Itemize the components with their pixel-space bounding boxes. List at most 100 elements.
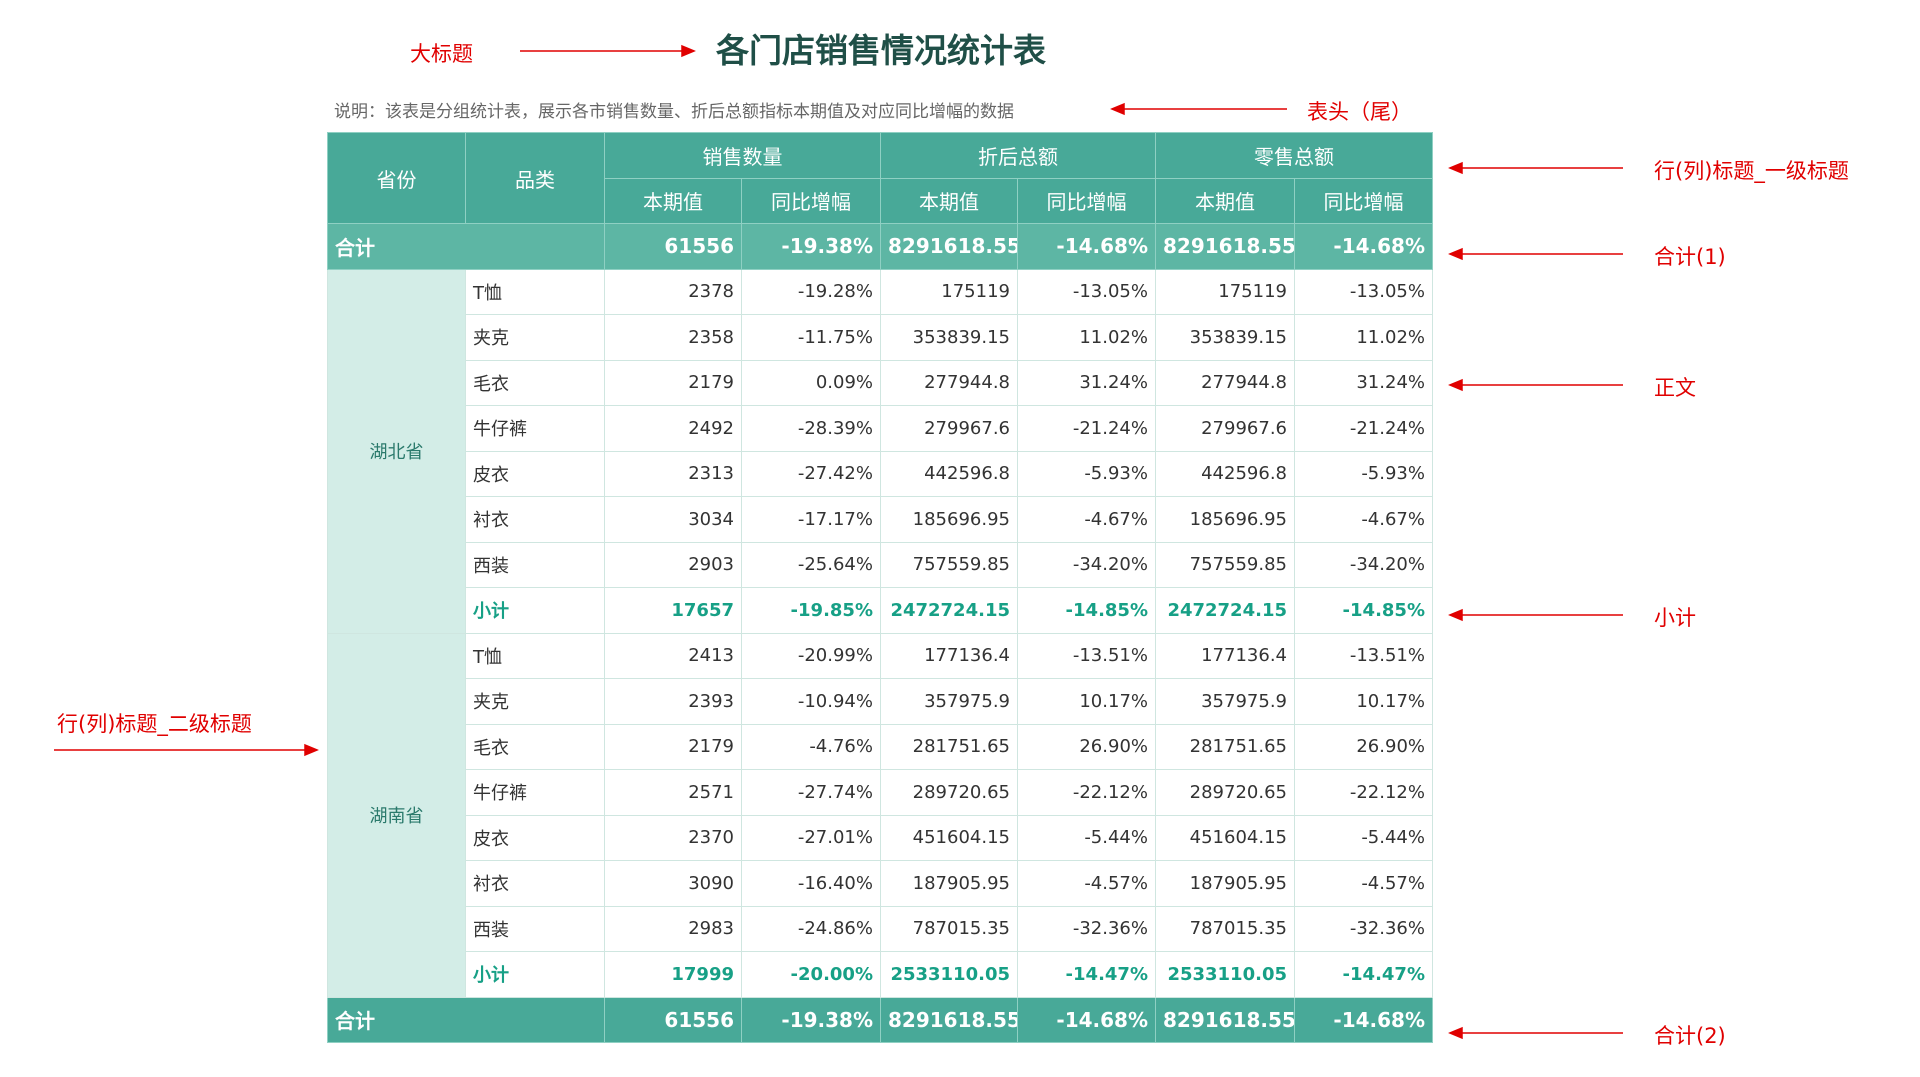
stats-table: 省份 品类 销售数量 折后总额 零售总额 本期值 同比增幅 本期值 同比增幅 本期值 同比增幅 合计 6… [327, 132, 1433, 1043]
data-row: 西装 2903 -25.64% 757559.85 -34.20% 757559.85 -3… [328, 541, 1433, 588]
value-cell: 279967.6 [880, 405, 1018, 452]
value-cell: 2179 [604, 723, 742, 770]
value-cell: 17657 [604, 587, 742, 634]
value-cell: 757559.85 [1155, 541, 1295, 588]
arrow-head [1448, 1026, 1463, 1040]
category-cell: 牛仔裤 [465, 405, 605, 452]
value-cell: 289720.65 [1155, 769, 1295, 816]
data-row: 衬衣 3034 -17.17% 185696.95 -4.67% 185696.95 -4.… [328, 496, 1433, 543]
note: 说明：该表是分组统计表，展示各市销售数量、折后总额指标本期值及对应同比增幅的数据 [334, 102, 1014, 122]
value-cell: 3090 [604, 860, 742, 907]
value-cell: 2179 [604, 359, 742, 406]
data-row: 湖南省 T恤 2413 -20.99% 177136.4 -13.51% 177136.4-… [327, 632, 1433, 998]
category-cell: T恤 [465, 268, 605, 315]
value-cell: 10.17% [1017, 678, 1156, 725]
value-cell: -25.64% [741, 541, 881, 588]
value-cell: -22.12% [1017, 769, 1156, 816]
value-cell: 61556 [604, 996, 742, 1043]
value-cell: 185696.95 [880, 496, 1018, 543]
value-cell: 187905.95 [1155, 860, 1295, 907]
value-cell: 2472724.15 [880, 587, 1018, 634]
value-cell: -4.57% [1294, 860, 1433, 907]
value-cell: -14.47% [1017, 951, 1156, 998]
arrow-head [681, 44, 696, 58]
value-cell: -17.17% [741, 496, 881, 543]
value-cell: 0.09% [741, 359, 881, 406]
total-label: 合计 [327, 223, 605, 270]
value-cell: 2358 [604, 314, 742, 361]
category-cell: 毛衣 [465, 359, 605, 406]
value-cell: -10.94% [741, 678, 881, 725]
data-row: 牛仔裤 2571 -27.74% 289720.65 -22.12% 289720.65-… [328, 769, 1433, 816]
value-cell: 353839.15 [880, 314, 1018, 361]
value-cell: 177136.4 [1155, 632, 1295, 679]
annotation: 大标题 [410, 42, 473, 66]
value-cell: 2370 [604, 814, 742, 861]
value-cell: 2472724.15 [1155, 587, 1295, 634]
value-cell: 281751.65 [1155, 723, 1295, 770]
value-cell: 2492 [604, 405, 742, 452]
value-cell: 11.02% [1294, 314, 1433, 361]
province-cell: 湖南省 [327, 632, 466, 998]
annotation: 合计(1) [1654, 245, 1726, 269]
data-row: 湖北省 T恤 2378 -19.28% 175119 -13.05% 175119 -13.0… [327, 268, 1433, 634]
arrow-head [1448, 608, 1463, 622]
value-cell: 2983 [604, 905, 742, 952]
value-cell: -13.05% [1017, 268, 1156, 315]
header-row: 省份 品类 销售数量 折后总额 零售总额 [327, 132, 1433, 224]
value-cell: 177136.4 [880, 632, 1018, 679]
total-label: 合计 [327, 996, 605, 1043]
category-cell: 衬衣 [465, 860, 605, 907]
group-header: 折后总额 [880, 132, 1156, 179]
value-cell: -27.74% [741, 769, 881, 816]
data-row: 皮衣 2313 -27.42% 442596.8 -5.93% 442596.8 -5.93… [328, 450, 1433, 497]
value-cell: -4.57% [1017, 860, 1156, 907]
category-cell: 夹克 [465, 678, 605, 725]
column-header: 品类 [465, 132, 605, 224]
annotation: 表头（尾） [1307, 100, 1412, 124]
value-cell: -21.24% [1294, 405, 1433, 452]
value-cell: 281751.65 [880, 723, 1018, 770]
value-cell: -14.68% [1294, 996, 1433, 1043]
value-cell: -34.20% [1294, 541, 1433, 588]
value-cell: 8291618.55 [1155, 223, 1295, 270]
value-cell: 357975.9 [1155, 678, 1295, 725]
total-row: 合计 61556 -19.38% 8291618.55 -14.68% 8291618.5… [327, 223, 1433, 270]
value-cell: 2533110.05 [880, 951, 1018, 998]
category-cell: 毛衣 [465, 723, 605, 770]
value-cell: 2313 [604, 450, 742, 497]
value-cell: 279967.6 [1155, 405, 1295, 452]
data-row: 皮衣 2370 -27.01% 451604.15 -5.44% 451604.15 -5.… [328, 814, 1433, 861]
annotation: 小计 [1654, 606, 1696, 630]
category-cell: 皮衣 [465, 450, 605, 497]
arrow-head [1448, 378, 1463, 392]
value-cell: -28.39% [741, 405, 881, 452]
value-cell: -19.38% [741, 223, 881, 270]
annotation: 合计(2) [1654, 1024, 1726, 1048]
value-cell: 442596.8 [880, 450, 1018, 497]
arrow-head [304, 743, 319, 757]
value-cell: -19.28% [741, 268, 881, 315]
subtotal-label: 小计 [465, 587, 605, 634]
title: 各门店销售情况统计表 [716, 31, 1046, 70]
category-cell: 牛仔裤 [465, 769, 605, 816]
value-cell: -13.05% [1294, 268, 1433, 315]
value-cell: 451604.15 [1155, 814, 1295, 861]
value-cell: -20.99% [741, 632, 881, 679]
value-cell: 2413 [604, 632, 742, 679]
sub-header: 本期值 [604, 177, 742, 224]
value-cell: -14.68% [1017, 996, 1156, 1043]
value-cell: 31.24% [1017, 359, 1156, 406]
value-cell: 787015.35 [1155, 905, 1295, 952]
arrow-head [1110, 102, 1125, 116]
value-cell: 11.02% [1017, 314, 1156, 361]
value-cell: -32.36% [1017, 905, 1156, 952]
value-cell: -4.76% [741, 723, 881, 770]
subtotal-row: 小计 17999 -20.00% 2533110.05 -14.47% 2533110.0… [328, 951, 1433, 998]
group-header: 销售数量 [604, 132, 881, 179]
sub-header: 同比增幅 [1017, 177, 1156, 224]
value-cell: 2378 [604, 268, 742, 315]
